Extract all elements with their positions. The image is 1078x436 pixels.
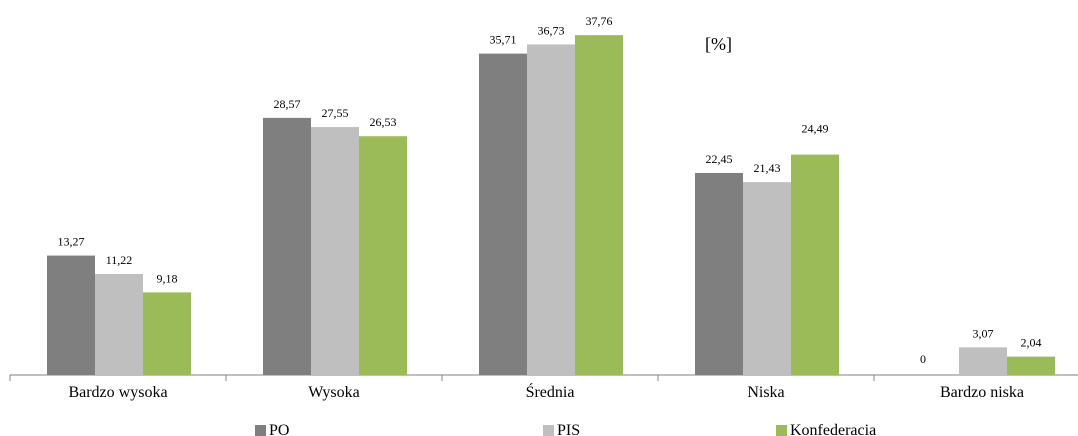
bar-pis: [311, 127, 359, 375]
data-label: 21,43: [754, 161, 781, 175]
x-axis-ticks: [9, 375, 875, 381]
bar-konfederacia: [791, 154, 839, 375]
data-label: 28,57: [274, 97, 301, 111]
bar-po: [263, 117, 311, 376]
x-tick-label: Średnia: [526, 382, 575, 401]
x-tick-label: Wysoka: [308, 384, 359, 401]
bar-konfederacia: [143, 292, 191, 375]
bar-pis: [743, 182, 791, 375]
x-tick-label: Bardzo wysoka: [68, 384, 167, 401]
data-labels: 13,27 11,22 9,18 28,57 27,55 26,53 35,71 36,73 3…: [58, 14, 1042, 366]
bar-konfederacia: [359, 136, 407, 375]
data-label: 37,76: [586, 14, 613, 28]
data-label: 27,55: [322, 106, 349, 120]
bars-group: [47, 35, 1055, 376]
x-tick-label: Bardzo niska: [940, 384, 1024, 401]
bar-po: [47, 255, 95, 375]
bar-po: [479, 53, 527, 376]
bar-konfederacia: [1007, 356, 1055, 375]
data-label: 26,53: [370, 115, 397, 129]
data-label: 11,22: [106, 253, 133, 267]
data-label: 36,73: [538, 23, 565, 37]
data-label: 22,45: [706, 152, 733, 166]
data-label: 0: [920, 352, 926, 366]
data-label: 3,07: [973, 326, 994, 340]
legend-label: PIS: [557, 422, 580, 436]
legend-swatch: [543, 425, 554, 436]
bar-konfederacia: [575, 35, 623, 375]
legend-swatch: [776, 425, 787, 436]
data-label: 24,49: [802, 122, 829, 136]
bar-po: [695, 172, 743, 375]
bar-pis: [95, 274, 143, 375]
unit-label: [%]: [705, 34, 732, 54]
bar-pis: [959, 347, 1007, 375]
legend: PO PIS Konfederacia: [255, 422, 876, 436]
data-label: 13,27: [58, 235, 85, 249]
legend-swatch: [255, 425, 266, 436]
bar-pis: [527, 44, 575, 376]
legend-label: Konfederacia: [790, 422, 876, 436]
data-label: 35,71: [490, 33, 517, 47]
data-label: 2,04: [1021, 336, 1042, 350]
x-tick-label: Niska: [747, 384, 784, 401]
legend-label: PO: [269, 422, 289, 436]
data-label: 9,18: [157, 271, 178, 285]
x-axis-tick-labels: Bardzo wysoka Wysoka Średnia Niska Bardzo ni…: [68, 382, 1024, 401]
